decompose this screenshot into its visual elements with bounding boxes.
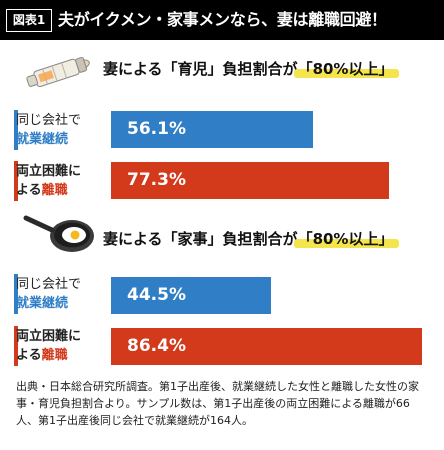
figure-label: 図表1 xyxy=(6,9,52,32)
bar-value-label: 56.1% xyxy=(127,119,186,139)
section-title-prefix: 妻による「家事」負担割合が xyxy=(103,230,298,248)
baby-bottle-icon xyxy=(26,56,90,88)
bar-value-label: 44.5% xyxy=(127,285,186,305)
category-label: 同じ会社で 就業継続 xyxy=(16,113,82,147)
header-bar: 図表1 夫がイクメン・家事メンなら、妻は離職回避！ xyxy=(0,0,444,40)
category-marker xyxy=(14,326,18,366)
bar-housework-continue: 44.5% xyxy=(111,277,271,314)
category-marker xyxy=(14,274,18,314)
frying-pan-icon xyxy=(23,215,94,252)
section-title-highlight: 「80%以上」 xyxy=(293,230,400,248)
category-label: 両立困難に よる離職 xyxy=(16,164,82,198)
bar-housework-leave: 86.4% xyxy=(111,328,422,365)
section-title-prefix: 妻による「育児」負担割合が xyxy=(103,60,298,78)
bar-value-label: 77.3% xyxy=(127,170,186,190)
category-label: 両立困難に よる離職 xyxy=(16,329,82,363)
section-title-highlight: 「80%以上」 xyxy=(293,60,400,78)
source-note: 出典・日本総合研究所調査。第1子出産後、就業継続した女性と離職した女性の家事・育… xyxy=(16,380,419,427)
bar-value-label: 86.4% xyxy=(127,336,186,356)
category-marker xyxy=(14,161,18,201)
page-title: 夫がイクメン・家事メンなら、妻は離職回避！ xyxy=(58,10,387,29)
bar-childcare-leave: 77.3% xyxy=(111,162,389,199)
section-title-childcare: 妻による「育児」負担割合が「80%以上」 xyxy=(103,58,400,79)
category-marker xyxy=(14,110,18,150)
category-label: 同じ会社で 就業継続 xyxy=(16,277,82,311)
section-title-housework: 妻による「家事」負担割合が「80%以上」 xyxy=(103,228,400,249)
bar-childcare-continue: 56.1% xyxy=(111,111,313,148)
